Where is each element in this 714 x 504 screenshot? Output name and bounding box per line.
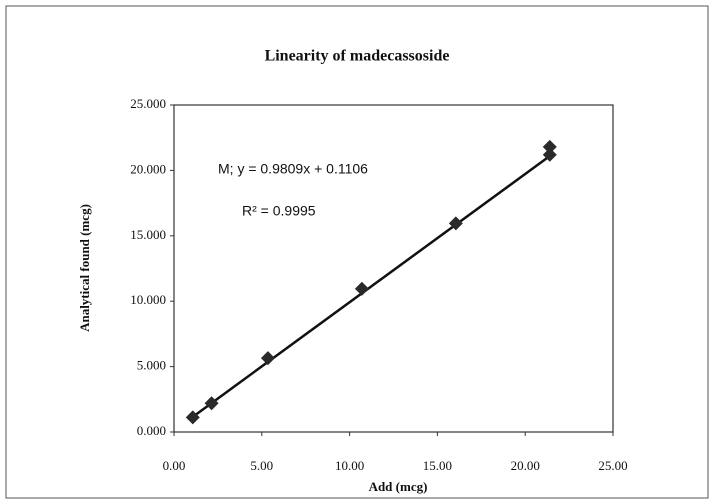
trendline [192, 154, 551, 418]
x-tick-label: 20.00 [511, 458, 540, 473]
point [354, 281, 369, 296]
y-tick-label: 10.000 [130, 292, 166, 307]
y-tick-label: 20.000 [130, 161, 166, 176]
x-tick-label: 0.00 [163, 458, 186, 473]
x-tick-label: 15.00 [423, 458, 452, 473]
point [542, 147, 557, 162]
y-tick-label: 15.000 [130, 227, 166, 242]
point [204, 396, 219, 411]
r-squared: R² = 0.9995 [242, 203, 316, 219]
point [185, 410, 200, 425]
y-tick-label: 0.000 [137, 423, 166, 438]
point [260, 351, 275, 366]
chart-border [5, 5, 709, 499]
x-axis-label: Add (mcg) [369, 479, 428, 494]
x-tick-label: 25.00 [598, 458, 627, 473]
point [448, 216, 463, 231]
x-tick-label: 5.00 [250, 458, 273, 473]
point [542, 139, 557, 154]
chart-title: Linearity of madecassoside [265, 48, 450, 65]
x-tick-label: 10.00 [335, 458, 364, 473]
plot-area [173, 104, 614, 433]
y-axis-label: Analytical found (mcg) [77, 204, 92, 332]
y-tick-label: 5.000 [137, 358, 166, 373]
trendline-equation: M; y = 0.9809x + 0.1106 [218, 161, 368, 177]
y-tick-label: 25.000 [130, 96, 166, 111]
